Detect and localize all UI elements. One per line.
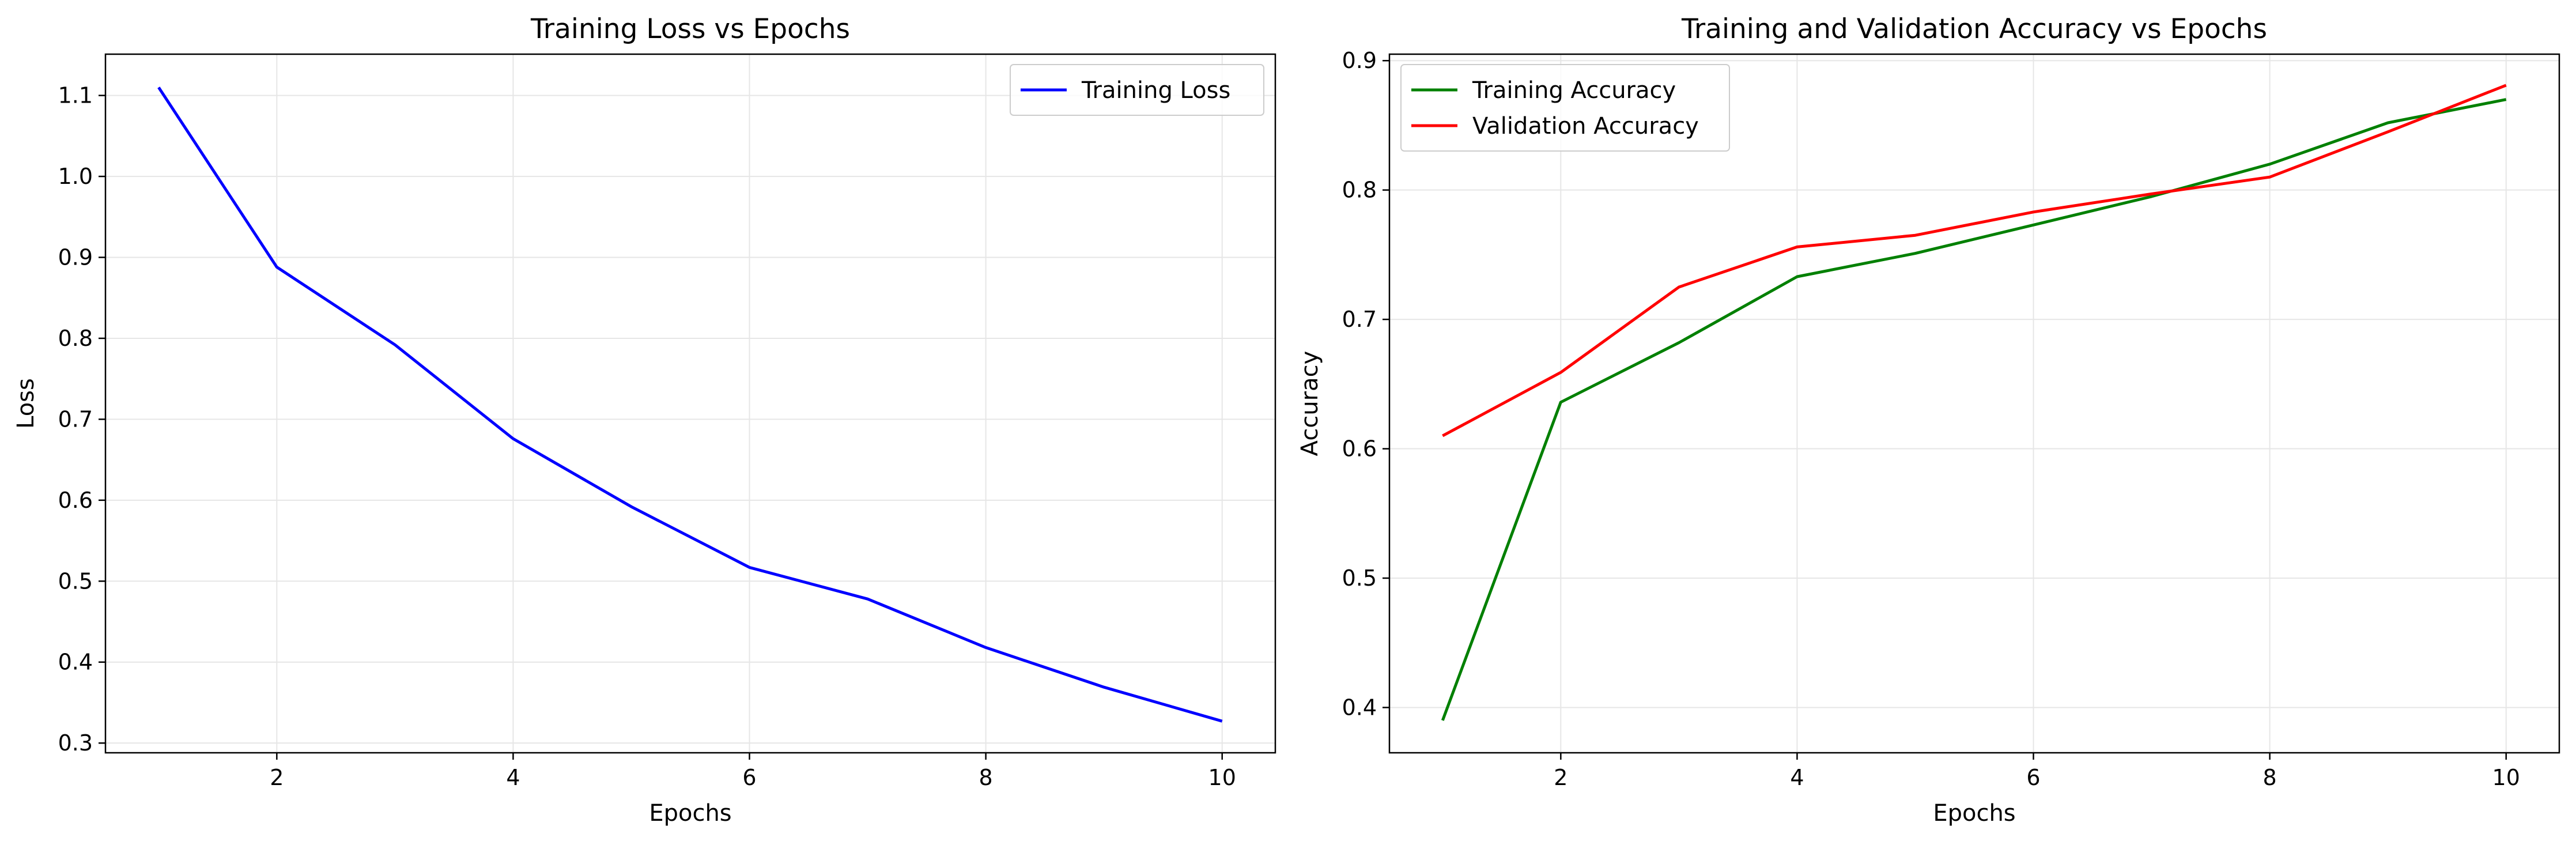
accuracy-chart: 2 4 6 8 10 0.4 0.5 0.6 0.7 0.8 0.9 Training and Va… bbox=[1297, 13, 2560, 827]
loss-chart-legend: Training Loss bbox=[1010, 64, 1264, 116]
loss-chart-y-axis-label: Loss bbox=[13, 378, 39, 429]
y-tick-label: 0.6 bbox=[1342, 436, 1377, 462]
loss-chart: 2 4 6 8 10 0.3 0.4 0.5 0.6 0.7 0.8 0.9 1.0 1.1 Traini… bbox=[13, 13, 1276, 827]
accuracy-chart-series bbox=[1441, 84, 2507, 721]
x-tick-label: 4 bbox=[506, 765, 520, 790]
y-tick-label: 0.7 bbox=[1342, 307, 1377, 332]
loss-chart-legend-box bbox=[1010, 64, 1264, 116]
legend-label-training-accuracy: Training Accuracy bbox=[1472, 77, 1676, 104]
accuracy-chart-title: Training and Validation Accuracy vs Epoc… bbox=[1681, 13, 2267, 45]
accuracy-chart-legend: Training Accuracy Validation Accuracy bbox=[1400, 64, 1730, 152]
loss-chart-series bbox=[157, 86, 1223, 723]
x-tick-label: 8 bbox=[2263, 765, 2277, 790]
legend-label-training-loss: Training Loss bbox=[1081, 77, 1230, 104]
y-tick-label: 0.8 bbox=[1342, 178, 1377, 203]
x-tick-label: 4 bbox=[1790, 765, 1804, 790]
legend-entry-training-loss: Training Loss bbox=[1021, 77, 1230, 104]
y-tick-label: 0.5 bbox=[1342, 565, 1377, 591]
y-tick-label: 0.4 bbox=[1342, 695, 1377, 720]
loss-chart-frame bbox=[104, 53, 1276, 754]
x-tick-label: 2 bbox=[270, 765, 284, 790]
x-tick-label: 8 bbox=[979, 765, 993, 790]
accuracy-chart-y-axis-label: Accuracy bbox=[1297, 351, 1323, 457]
y-tick-label: 1.1 bbox=[58, 83, 93, 108]
y-tick-label: 0.4 bbox=[58, 650, 93, 675]
x-tick-label: 2 bbox=[1554, 765, 1567, 790]
legend-label-validation-accuracy: Validation Accuracy bbox=[1472, 113, 1699, 139]
x-tick-label: 10 bbox=[1208, 765, 1236, 790]
accuracy-chart-x-axis-label: Epochs bbox=[1933, 800, 2015, 827]
loss-chart-title: Training Loss vs Epochs bbox=[530, 13, 850, 45]
y-tick-label: 1.0 bbox=[58, 164, 93, 189]
x-tick-label: 10 bbox=[2492, 765, 2520, 790]
legend-entry-training-accuracy: Training Accuracy bbox=[1411, 77, 1676, 104]
y-tick-label: 0.3 bbox=[58, 730, 93, 756]
y-tick-label: 0.6 bbox=[58, 488, 93, 513]
loss-chart-ticks: 2 4 6 8 10 0.3 0.4 0.5 0.6 0.7 0.8 0.9 1.0 1.1 bbox=[58, 83, 1236, 790]
accuracy-chart-frame bbox=[1388, 53, 2560, 754]
accuracy-chart-legend-box bbox=[1400, 64, 1730, 152]
y-tick-label: 0.9 bbox=[58, 245, 93, 270]
loss-chart-x-axis-label: Epochs bbox=[649, 800, 731, 827]
y-tick-label: 0.5 bbox=[58, 568, 93, 594]
y-tick-label: 0.9 bbox=[1342, 48, 1377, 73]
series-line-validation-accuracy bbox=[1442, 84, 2507, 437]
accuracy-chart-ticks: 2 4 6 8 10 0.4 0.5 0.6 0.7 0.8 0.9 bbox=[1342, 48, 2520, 790]
series-line-training-accuracy bbox=[1441, 98, 2507, 721]
y-tick-label: 0.7 bbox=[58, 406, 93, 432]
x-tick-label: 6 bbox=[2026, 765, 2040, 790]
series-line-training-loss bbox=[157, 86, 1223, 723]
y-tick-label: 0.8 bbox=[58, 326, 93, 351]
x-tick-label: 6 bbox=[742, 765, 756, 790]
legend-entry-validation-accuracy: Validation Accuracy bbox=[1411, 113, 1699, 139]
